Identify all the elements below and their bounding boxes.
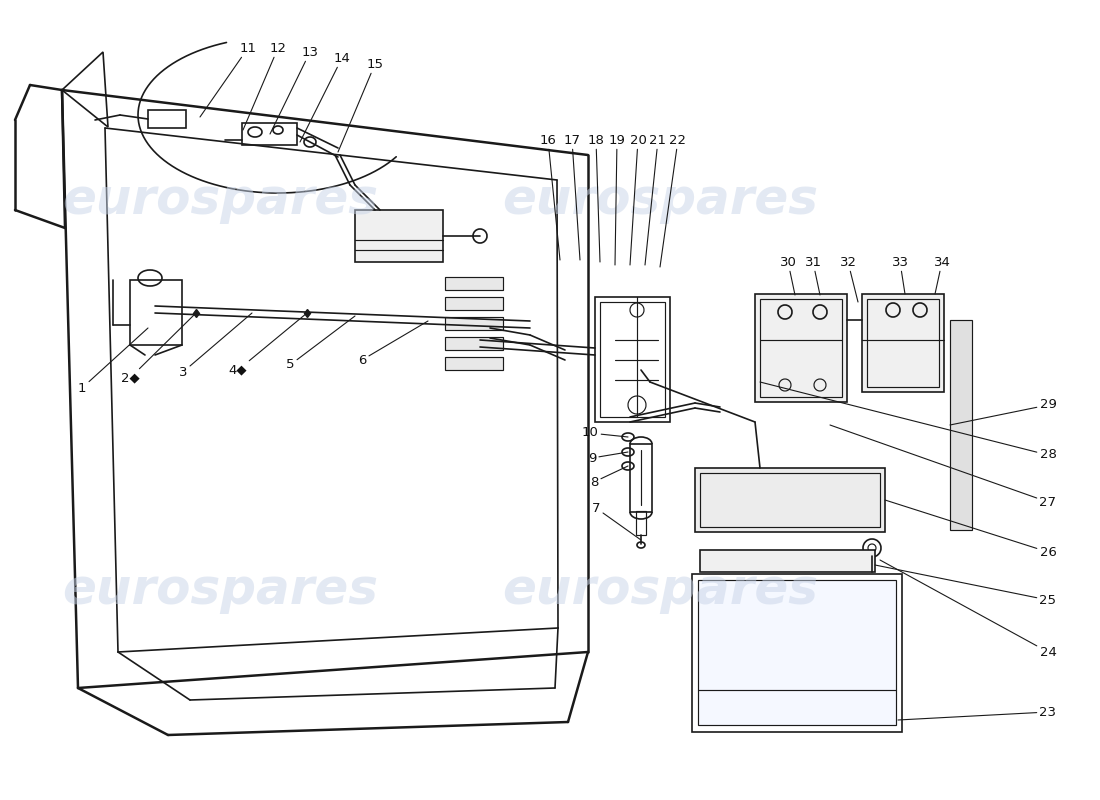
Text: 24: 24	[880, 560, 1056, 658]
Bar	[446, 317, 503, 330]
Text: 26: 26	[886, 500, 1056, 558]
Text: 10: 10	[582, 426, 628, 439]
Bar	[755, 294, 847, 402]
Text: 23: 23	[898, 706, 1056, 720]
Bar	[446, 277, 503, 290]
Text: 6: 6	[358, 321, 428, 366]
Text: 28: 28	[760, 382, 1056, 462]
Bar	[446, 337, 503, 350]
Text: eurospares: eurospares	[62, 176, 378, 224]
Bar	[355, 210, 443, 262]
Bar	[630, 444, 652, 512]
Bar	[950, 320, 972, 530]
Bar	[446, 297, 503, 310]
Text: 13: 13	[270, 46, 319, 134]
Text: eurospares: eurospares	[502, 566, 818, 614]
Text: eurospares: eurospares	[62, 566, 378, 614]
Text: 12: 12	[243, 42, 286, 130]
Text: 20: 20	[629, 134, 647, 265]
Bar	[698, 580, 896, 725]
Bar	[760, 299, 842, 397]
Bar	[600, 302, 666, 417]
Text: 34: 34	[934, 255, 950, 294]
Text: 32: 32	[839, 255, 858, 302]
Bar	[130, 280, 182, 345]
Text: 2◆: 2◆	[121, 313, 196, 385]
Text: 3: 3	[178, 313, 252, 378]
Bar	[148, 110, 186, 128]
Text: 7: 7	[592, 502, 641, 540]
Text: 21: 21	[645, 134, 667, 265]
Text: 11: 11	[200, 42, 256, 117]
Text: 9: 9	[587, 451, 628, 465]
Text: 31: 31	[804, 255, 822, 295]
Text: 1: 1	[78, 328, 148, 394]
Bar	[862, 294, 944, 392]
Bar	[692, 574, 902, 732]
Text: 16: 16	[540, 134, 560, 260]
Text: 33: 33	[891, 255, 909, 294]
Text: 5: 5	[286, 316, 355, 371]
Text: 27: 27	[830, 425, 1056, 509]
Text: 25: 25	[874, 565, 1056, 606]
Text: 8: 8	[590, 466, 628, 489]
Bar	[695, 468, 886, 532]
Bar	[636, 511, 646, 535]
Bar	[242, 123, 297, 145]
Text: eurospares: eurospares	[502, 176, 818, 224]
Text: 30: 30	[780, 255, 796, 295]
Bar	[446, 357, 503, 370]
Bar	[867, 299, 939, 387]
Text: 29: 29	[950, 398, 1056, 425]
Bar	[700, 550, 874, 572]
Text: 19: 19	[608, 134, 626, 265]
Text: 15: 15	[338, 58, 384, 152]
Text: 4◆: 4◆	[229, 313, 307, 377]
Text: 22: 22	[660, 134, 686, 267]
Bar	[700, 473, 880, 527]
Text: 17: 17	[563, 134, 581, 260]
Text: 18: 18	[587, 134, 604, 262]
Bar	[595, 297, 670, 422]
Text: 14: 14	[300, 51, 351, 142]
